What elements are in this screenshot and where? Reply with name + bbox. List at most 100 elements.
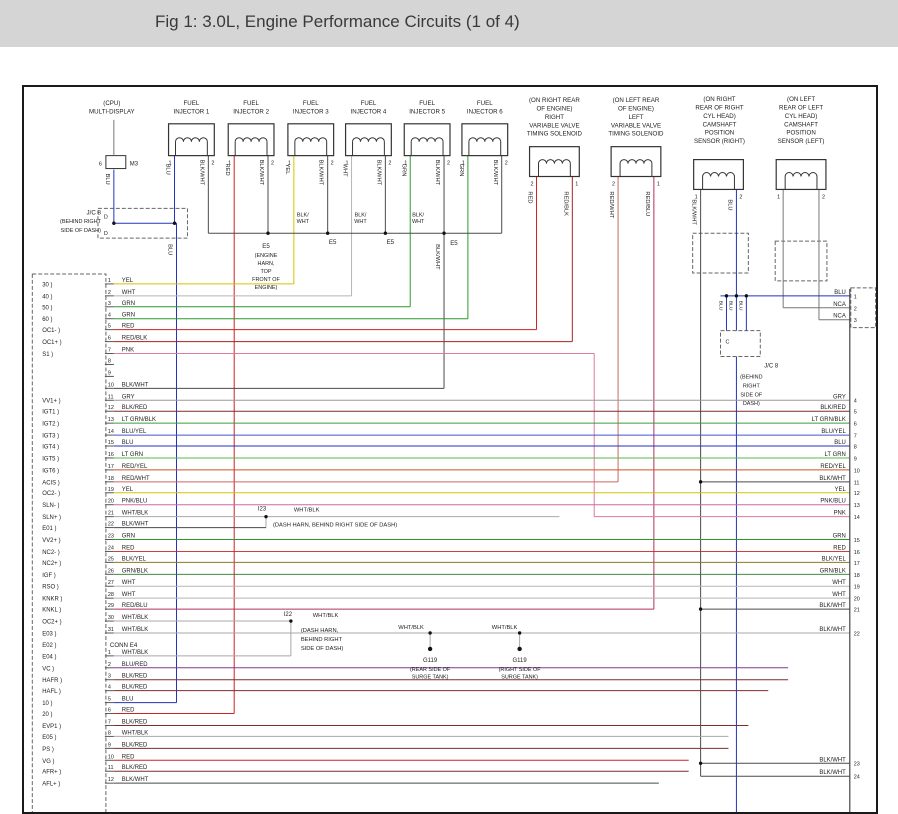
svg-text:16: 16 (108, 452, 114, 458)
svg-text:OC2- ): OC2- ) (42, 491, 60, 497)
svg-text:E5: E5 (387, 239, 395, 246)
svg-text:24: 24 (108, 545, 114, 551)
svg-text:LT GRN/BLK: LT GRN/BLK (812, 417, 846, 423)
svg-text:CYL HEAD): CYL HEAD) (703, 113, 736, 120)
svg-text:BLK/WHT: BLK/WHT (819, 627, 846, 633)
svg-text:GRN: GRN (400, 164, 406, 177)
svg-text:BLK/WHT: BLK/WHT (122, 382, 149, 388)
svg-text:E05 ): E05 ) (42, 735, 56, 741)
svg-text:23: 23 (108, 534, 114, 540)
svg-text:15: 15 (854, 538, 860, 544)
svg-text:HAFR ): HAFR ) (42, 678, 62, 684)
svg-text:2: 2 (271, 161, 274, 167)
svg-text:WHT: WHT (412, 219, 425, 225)
svg-text:CONN E4: CONN E4 (110, 642, 138, 649)
svg-text:IGT4 ): IGT4 ) (42, 445, 59, 451)
svg-text:RED/WHT: RED/WHT (122, 476, 150, 482)
svg-text:HARN,: HARN, (258, 261, 275, 267)
svg-text:YEL: YEL (122, 278, 134, 284)
svg-text:28: 28 (108, 592, 114, 598)
svg-text:(ON RIGHT REAR: (ON RIGHT REAR (529, 97, 580, 104)
svg-text:RED: RED (527, 191, 533, 203)
svg-text:(RIGHT SIDE OF: (RIGHT SIDE OF (499, 667, 542, 673)
svg-text:21: 21 (108, 511, 114, 517)
svg-text:(BEHIND: (BEHIND (740, 374, 762, 380)
svg-text:BLK/: BLK/ (297, 212, 309, 218)
junction-dots (112, 221, 749, 765)
svg-text:RIGHT: RIGHT (545, 114, 564, 121)
svg-text:POSITION: POSITION (705, 130, 734, 137)
svg-text:2: 2 (211, 161, 214, 167)
svg-text:SLN- ): SLN- ) (42, 503, 59, 509)
svg-text:WHT: WHT (297, 219, 310, 225)
svg-text:WHT/BLK: WHT/BLK (122, 730, 148, 736)
svg-text:1: 1 (462, 161, 465, 167)
svg-text:WHT: WHT (354, 219, 367, 225)
svg-text:TIMING SOLENOID: TIMING SOLENOID (527, 131, 583, 138)
svg-text:BLK/RED: BLK/RED (122, 674, 148, 680)
svg-text:6: 6 (99, 162, 102, 168)
svg-text:BLK/WHT: BLK/WHT (375, 160, 381, 186)
svg-text:CAMSHAFT: CAMSHAFT (784, 121, 818, 128)
svg-text:INJECTOR 1: INJECTOR 1 (174, 108, 210, 115)
svg-text:1: 1 (108, 650, 111, 656)
svg-text:WHT/BLK: WHT/BLK (492, 625, 518, 631)
svg-text:10 ): 10 ) (42, 701, 52, 707)
svg-text:RED: RED (224, 164, 230, 176)
svg-text:E04 ): E04 ) (42, 654, 56, 660)
svg-text:ENGINE): ENGINE) (255, 285, 278, 291)
svg-text:24: 24 (854, 775, 860, 781)
svg-text:C: C (725, 340, 729, 346)
svg-text:BLU: BLU (167, 244, 173, 255)
svg-text:14: 14 (854, 515, 860, 521)
svg-text:8: 8 (108, 730, 111, 736)
svg-text:VG ): VG ) (42, 759, 54, 765)
svg-text:1: 1 (228, 161, 231, 167)
svg-text:BLK/RED: BLK/RED (122, 405, 148, 411)
svg-text:9: 9 (854, 456, 857, 462)
svg-text:I22: I22 (284, 612, 293, 618)
svg-text:4: 4 (108, 313, 111, 319)
svg-text:LT GRN: LT GRN (122, 452, 143, 458)
wires (113, 119, 850, 812)
svg-text:NC2+ ): NC2+ ) (42, 561, 61, 567)
svg-text:CAMSHAFT: CAMSHAFT (703, 121, 737, 128)
svg-text:1: 1 (288, 161, 291, 167)
svg-text:7: 7 (108, 719, 111, 725)
svg-text:23: 23 (854, 762, 860, 768)
svg-text:1: 1 (695, 194, 698, 200)
svg-text:G119: G119 (423, 658, 438, 664)
svg-text:19: 19 (108, 487, 114, 493)
svg-text:VARIABLE VALVE: VARIABLE VALVE (611, 122, 661, 129)
ecm-connector: 1 YEL 30 ) 2 WHT 40 ) 3 GRN 50 ) 4 GRN 60 ) 5 RED OC1-… (42, 278, 850, 788)
svg-text:TOP: TOP (260, 269, 271, 275)
svg-text:RED/YEL: RED/YEL (820, 464, 846, 470)
svg-text:VV1+ ): VV1+ ) (42, 399, 60, 405)
svg-text:M3: M3 (130, 162, 139, 168)
svg-text:9: 9 (108, 742, 111, 748)
svg-text:FUEL: FUEL (184, 100, 200, 107)
svg-text:18: 18 (108, 476, 114, 482)
svg-text:BLK/YEL: BLK/YEL (822, 556, 847, 562)
svg-text:WHT/BLK: WHT/BLK (122, 615, 148, 621)
svg-text:(ENGINE: (ENGINE (255, 253, 278, 259)
svg-text:TIMING SOLENOID: TIMING SOLENOID (608, 131, 664, 138)
svg-text:1: 1 (657, 181, 660, 187)
svg-text:RED: RED (122, 754, 135, 760)
svg-text:WHT: WHT (832, 580, 846, 586)
svg-text:21: 21 (854, 608, 860, 614)
svg-text:BLU: BLU (122, 440, 134, 446)
svg-text:GRN: GRN (122, 313, 135, 319)
svg-text:KNKL ): KNKL ) (42, 608, 61, 614)
svg-text:2: 2 (388, 161, 391, 167)
svg-text:2: 2 (447, 161, 450, 167)
svg-text:2: 2 (505, 161, 508, 167)
svg-text:WHT/BLK: WHT/BLK (313, 613, 339, 619)
svg-text:BLK/YEL: BLK/YEL (122, 556, 147, 562)
